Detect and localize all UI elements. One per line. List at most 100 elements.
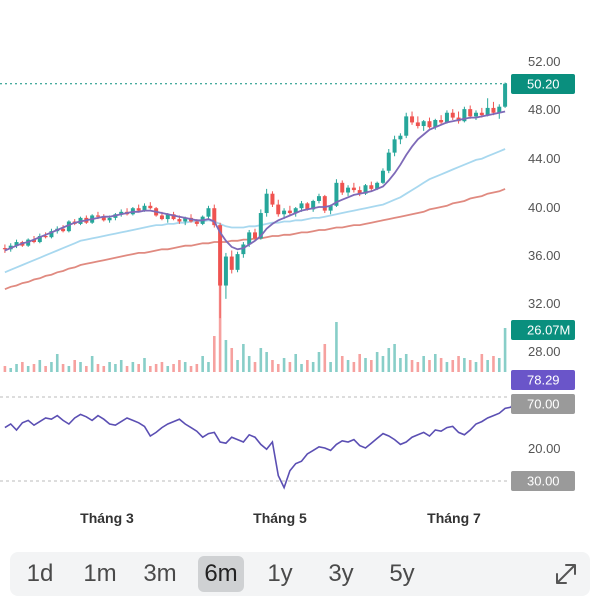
candle-body [14, 242, 19, 246]
range-selector: 1d 1m 3m 6m 1y 3y 5y [10, 552, 590, 596]
volume-bar [404, 354, 408, 372]
volume-bar [323, 344, 327, 372]
candle-body [276, 204, 281, 215]
volume-bar [44, 366, 47, 372]
stock-chart[interactable]: 52.00 48.00 44.00 40.00 36.00 32.00 28.00 20.00… [0, 0, 600, 545]
candle-body [328, 205, 333, 211]
range-button-1d[interactable]: 1d [26, 560, 54, 587]
volume-bar [38, 360, 42, 372]
candle-body [206, 208, 211, 217]
volume-bar [282, 358, 286, 372]
volume-bar [189, 366, 193, 372]
candle-body [119, 211, 124, 215]
rsi-lower-badge-bg [511, 471, 575, 491]
rsi-value-badge: 78.29 [527, 373, 560, 388]
candle-body [177, 219, 182, 222]
candle-body [183, 217, 188, 222]
candle-body [287, 210, 292, 214]
volume-bar [428, 360, 431, 372]
volume-bar [317, 352, 321, 372]
candle-body [346, 187, 351, 193]
ma-short-line [4, 110, 506, 252]
candle-body [334, 182, 339, 206]
rsi-lower-badge: 30.00 [527, 474, 560, 489]
volume-bar [102, 366, 106, 372]
volume-bar [492, 356, 495, 372]
candle-body [415, 122, 420, 127]
range-button-3m[interactable]: 3m [143, 560, 177, 587]
volume-bar [399, 358, 402, 372]
candle-body [264, 193, 269, 214]
volume-bar [230, 348, 234, 372]
volume-bar [236, 360, 239, 372]
volume-bar [178, 360, 181, 372]
volume-bar [346, 360, 350, 372]
volume-bar [370, 360, 373, 372]
range-button-3y[interactable]: 3y [328, 560, 354, 587]
volume-bar [463, 358, 466, 372]
volume-bar [125, 366, 129, 372]
volume-bar [154, 364, 158, 372]
volume-bar [32, 364, 36, 372]
candle-body [479, 112, 484, 116]
x-axis-label: Tháng 3 [80, 510, 134, 526]
candle-body [235, 254, 240, 270]
volume-bar [21, 362, 24, 372]
volume-bar [212, 336, 216, 372]
volume-bar [242, 344, 245, 372]
volume-bar [358, 354, 361, 372]
candle-body [433, 120, 438, 128]
volume-bar [311, 362, 315, 372]
range-button-5y[interactable]: 5y [389, 560, 415, 587]
candle-body [61, 228, 66, 232]
rsi-value-badge-bg [511, 370, 575, 390]
expand-button[interactable] [548, 556, 584, 592]
volume-bar [474, 362, 478, 372]
volume-bar [108, 362, 111, 372]
volume-bar [457, 356, 460, 372]
volume-bar [253, 362, 257, 372]
volume-bar [85, 366, 88, 372]
volume-bar [480, 354, 484, 372]
candle-body [247, 232, 252, 245]
volume-bar [166, 366, 170, 372]
volume-bar [276, 364, 280, 372]
volume-bar [352, 362, 356, 372]
volume-bar [329, 362, 332, 372]
candle-body [282, 210, 287, 215]
volume-bar [61, 364, 65, 372]
volume-bar [149, 366, 152, 372]
volume-bar [497, 358, 501, 372]
volume-bar [294, 354, 298, 372]
candle-body [468, 109, 473, 117]
candle-body [31, 239, 36, 243]
volume-bar [265, 352, 268, 372]
range-button-6m[interactable]: 6m [198, 556, 244, 592]
candle-body [392, 139, 397, 153]
volume-bar [79, 362, 82, 372]
range-button-1y[interactable]: 1y [267, 560, 293, 587]
volume-bar [90, 356, 94, 372]
candle-body [43, 236, 48, 238]
range-button-1m[interactable]: 1m [83, 560, 117, 587]
volume-bar [335, 322, 338, 372]
candle-body [386, 152, 391, 171]
volume-bar [410, 360, 414, 372]
candle-body [2, 248, 7, 250]
expand-icon [556, 564, 576, 584]
volume-bar [3, 366, 7, 372]
volume-badge-bg [511, 320, 575, 340]
candle-body [107, 217, 112, 221]
candle-body [305, 203, 310, 210]
volume-bar [183, 362, 187, 372]
volume-bar [271, 360, 274, 372]
candle-body [142, 205, 147, 211]
candle-body [229, 256, 234, 270]
candle-body [439, 120, 444, 123]
candle-body [299, 203, 304, 209]
candle-body [369, 185, 374, 189]
price-tick-label: 48.00 [528, 102, 561, 117]
rsi-mid-label: 20.00 [528, 441, 561, 456]
price-tick-label: 32.00 [528, 296, 561, 311]
chart-canvas[interactable]: 52.00 48.00 44.00 40.00 36.00 32.00 28.00 20.00… [0, 0, 600, 545]
